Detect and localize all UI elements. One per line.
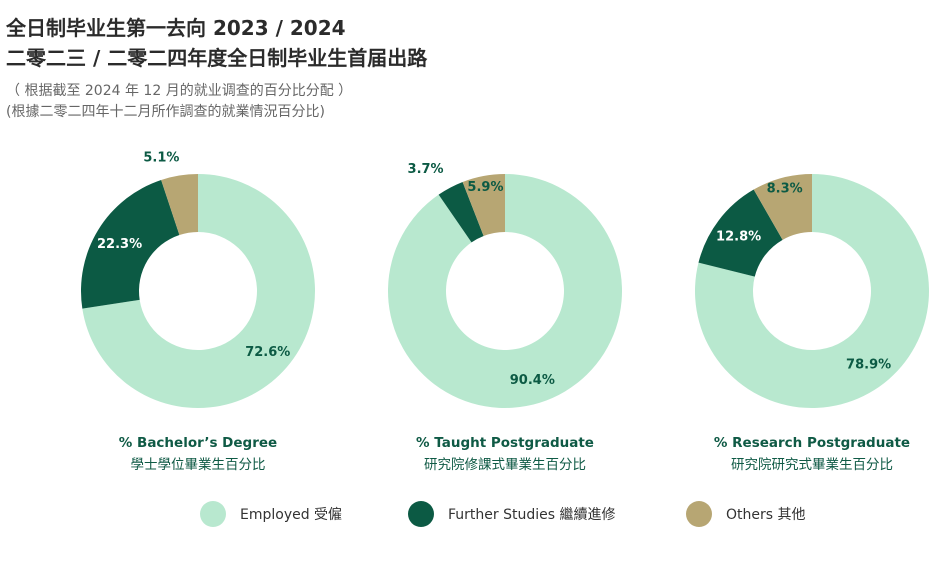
donut-slice-employed xyxy=(82,174,316,408)
donut-chart-2: 90.4% 3.7% 5.9% % Taught Postgraduate 研究院修課式… xyxy=(388,162,623,473)
legend-label-employed: Employed 受僱 xyxy=(240,507,343,523)
legend-label-others: Others 其他 xyxy=(726,507,806,523)
donut-chart-3: 78.9% 12.8% 8.3% % Research Postgraduate 研究院… xyxy=(695,174,929,473)
donut-charts: 72.6% 22.3% 5.1% % Bachelor’s Degree 學士學位畢業生… xyxy=(81,151,929,473)
legend-swatch-employed xyxy=(200,501,226,527)
chart-title: % Taught Postgraduate xyxy=(416,435,594,451)
donut-slice-others xyxy=(161,174,198,236)
legend-label-further-studies: Further Studies 繼續進修 xyxy=(448,507,616,523)
donut-slice-employed xyxy=(388,174,623,408)
page-subtitle-simplified: （ 根据截至 2024 年 12 月的就业调查的百分比分配 ） xyxy=(6,83,353,99)
legend-item-further-studies: Further Studies 繼續進修 xyxy=(408,498,615,530)
legend-swatch-further-studies xyxy=(408,501,434,527)
chart-title: % Research Postgraduate xyxy=(714,435,910,451)
donut-label-employed: 72.6% xyxy=(245,345,290,360)
page-subtitle-traditional: (根據二零二四年十二月所作調查的就業情況百分比) xyxy=(6,104,325,120)
chart-subtitle: 研究院修課式畢業生百分比 xyxy=(424,457,586,473)
donut-label-further-studies: 3.7% xyxy=(408,162,444,177)
chart-legend: Employed 受僱 Further Studies 繼續進修 Others … xyxy=(0,498,952,530)
chart-subtitle: 學士學位畢業生百分比 xyxy=(131,457,266,473)
donut-slice-others xyxy=(462,174,505,237)
legend-swatch-others xyxy=(686,501,712,527)
chart-subtitle: 研究院研究式畢業生百分比 xyxy=(731,457,893,473)
donut-slice-others xyxy=(753,174,812,240)
donut-slice-further-studies xyxy=(81,179,180,309)
chart-title: % Bachelor’s Degree xyxy=(119,435,277,451)
donut-label-further-studies: 12.8% xyxy=(716,230,761,245)
page-title: 全日制毕业生第一去向 2023 / 2024 xyxy=(6,16,346,40)
legend-item-others: Others 其他 xyxy=(686,498,806,530)
donut-label-further-studies: 22.3% xyxy=(97,237,142,252)
donut-slice-further-studies xyxy=(438,181,484,243)
donut-label-others: 5.1% xyxy=(143,151,179,166)
donut-slice-employed xyxy=(695,174,929,409)
donut-label-others: 8.3% xyxy=(767,182,803,197)
donut-label-others: 5.9% xyxy=(467,180,503,195)
donut-label-employed: 90.4% xyxy=(510,373,555,388)
page-title-chinese: 二零二三 / 二零二四年度全日制毕业生首届出路 xyxy=(6,46,428,70)
donut-slice-further-studies xyxy=(698,189,783,277)
donut-label-employed: 78.9% xyxy=(846,358,891,373)
donut-chart-1: 72.6% 22.3% 5.1% % Bachelor’s Degree 學士學位畢業生… xyxy=(81,151,316,473)
legend-item-employed: Employed 受僱 xyxy=(200,498,342,530)
